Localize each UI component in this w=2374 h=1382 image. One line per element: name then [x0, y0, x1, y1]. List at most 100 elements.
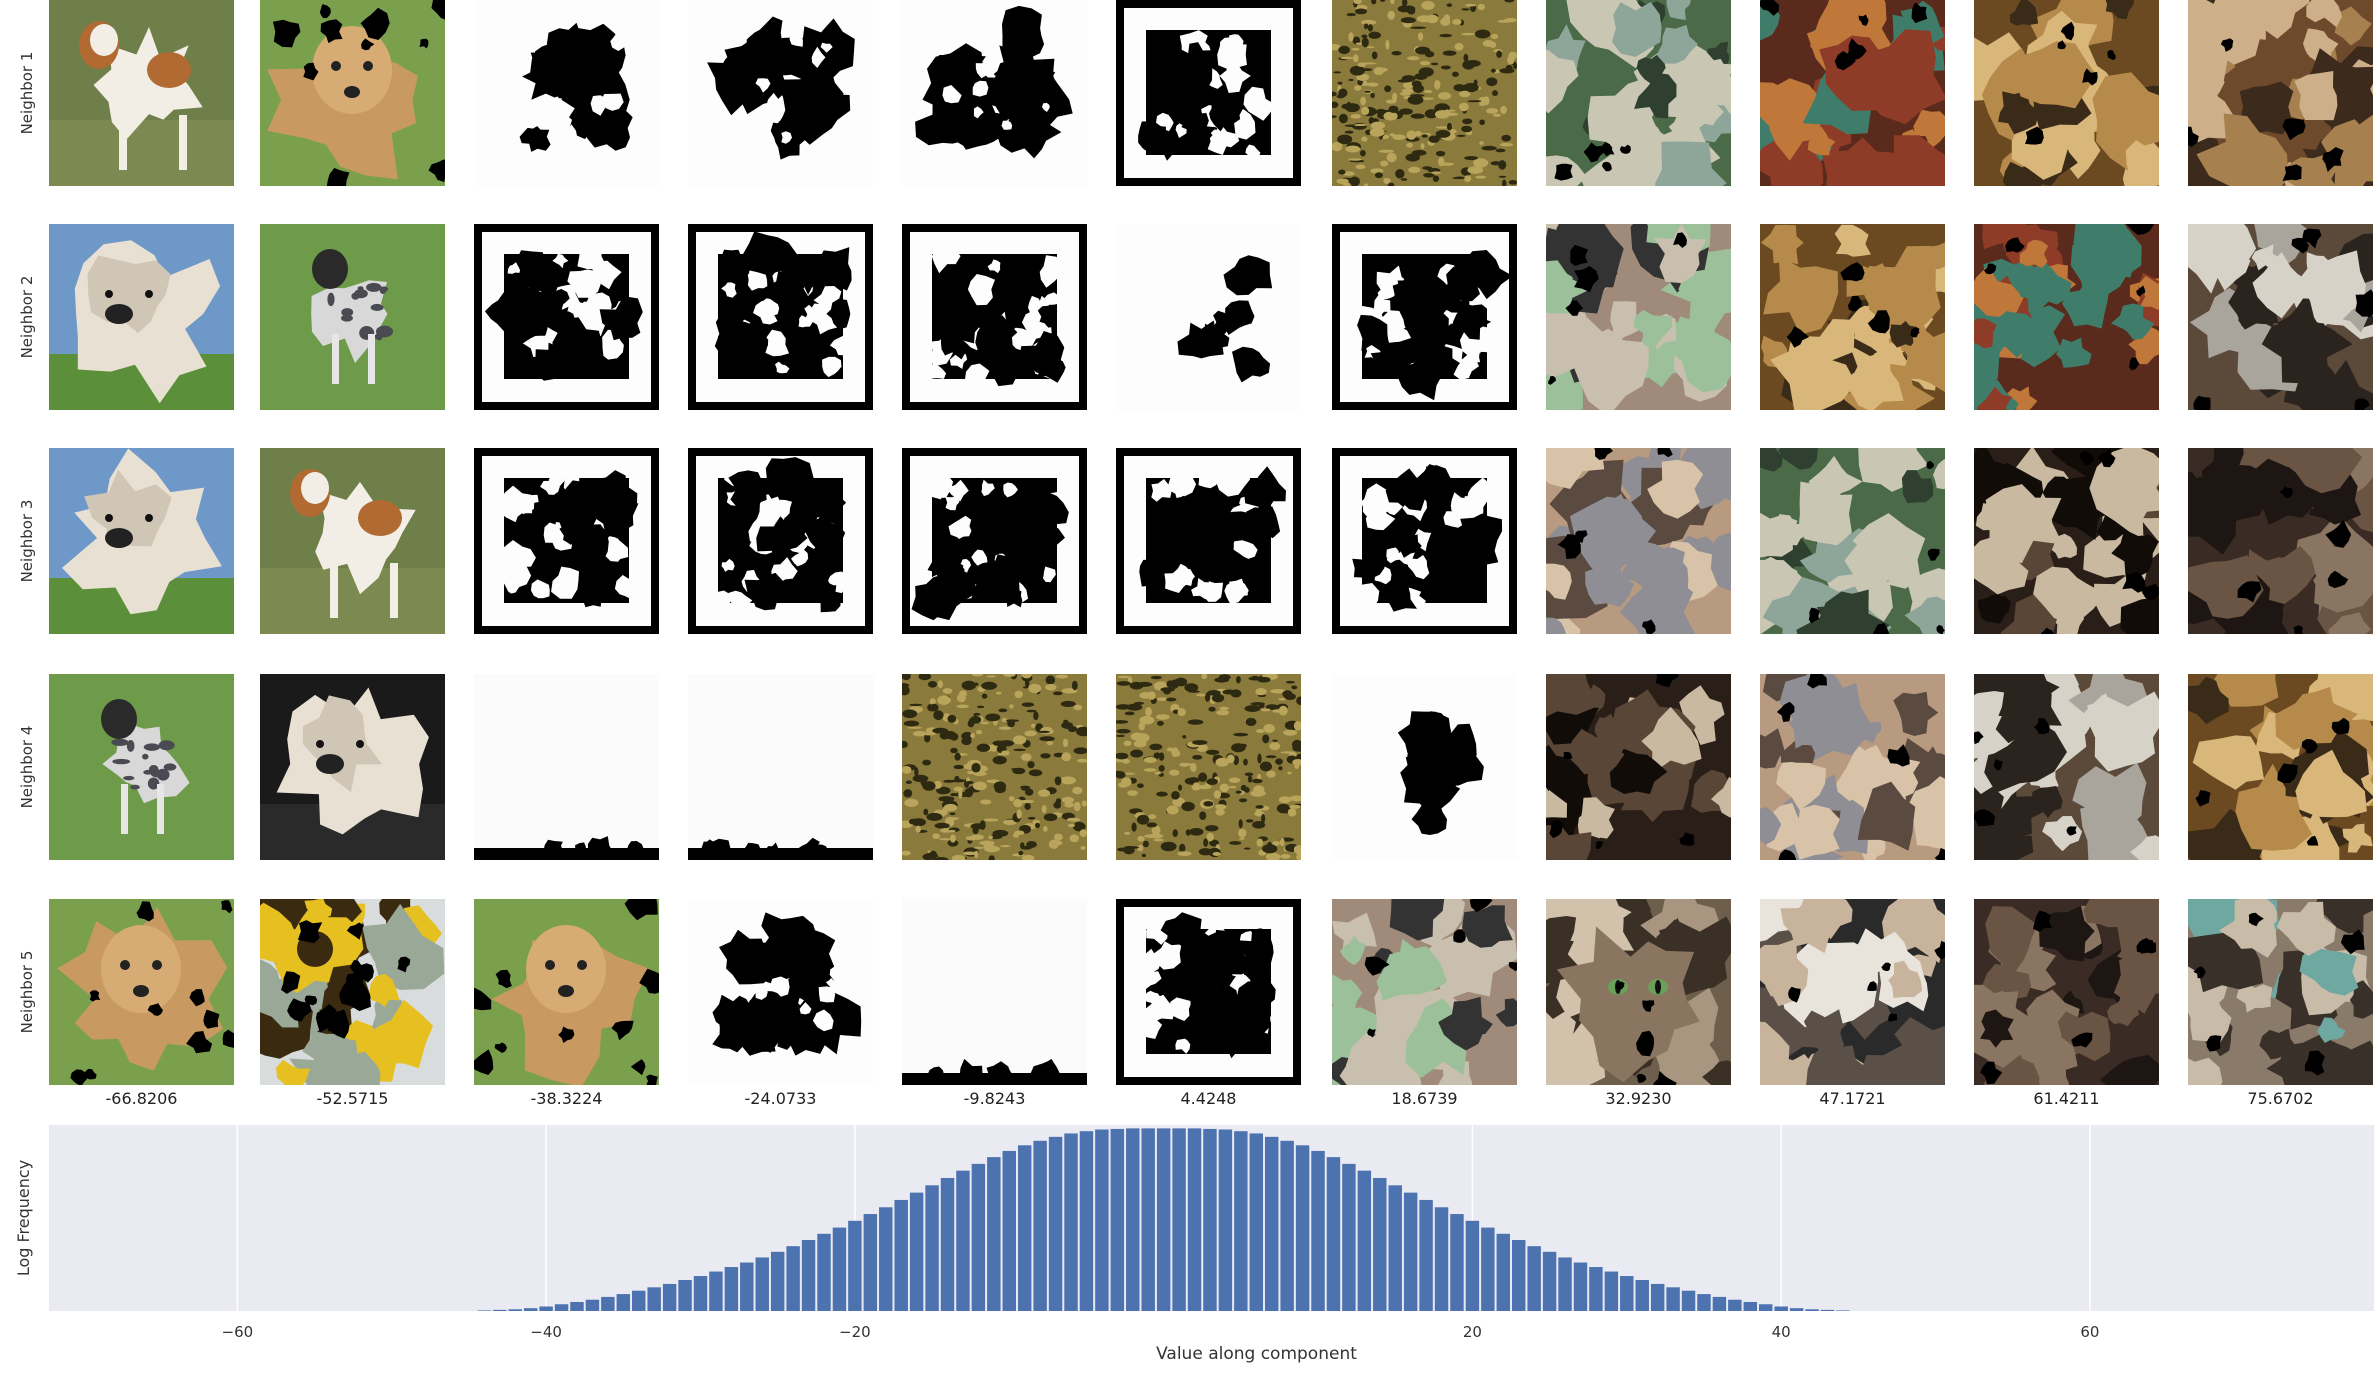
neighbor-image-photo-man-grey [1546, 448, 1731, 634]
histogram-bar [1512, 1239, 1526, 1311]
histogram-bar [1743, 1301, 1758, 1311]
histogram-bar [1635, 1280, 1649, 1311]
neighbor-image-mask-frame [1116, 899, 1301, 1085]
column-value-label: -38.3224 [530, 1089, 603, 1108]
x-tick-label: −40 [530, 1323, 562, 1341]
neighbor-image-texture-olive [1116, 674, 1301, 860]
histogram-bar [1079, 1131, 1094, 1311]
neighbor-image-mask-blob [688, 0, 873, 186]
neighbor-image-texture-olive [1332, 0, 1517, 186]
histogram-bar [1481, 1227, 1495, 1311]
neighbor-image-mask-frame [1332, 224, 1517, 410]
histogram-bar [909, 1192, 924, 1311]
neighbor-image-photo-dark-room [1974, 448, 2159, 634]
neighbor-image-mask-frame [902, 448, 1087, 634]
histogram-bar [894, 1199, 908, 1311]
histogram-bar [1589, 1267, 1603, 1311]
histogram-bar [1558, 1257, 1572, 1311]
histogram-bar [554, 1304, 569, 1311]
histogram-bar [1805, 1309, 1819, 1311]
histogram-bar [1342, 1163, 1356, 1311]
neighbor-image-mask-frame [688, 224, 873, 410]
histogram-bar [1650, 1283, 1665, 1311]
neighbor-image-mask-frame [1116, 0, 1301, 186]
histogram-bar [523, 1308, 538, 1311]
neighbor-image-mask-white [902, 899, 1087, 1085]
histogram-bar [1620, 1276, 1634, 1311]
neighbor-image-photo-dark-room [1546, 674, 1731, 860]
histogram-bar [1326, 1157, 1341, 1311]
histogram-bar [1527, 1246, 1541, 1311]
neighbor-image-dog-spaniel [49, 0, 234, 186]
neighbor-image-mask-sparse [1116, 224, 1301, 410]
histogram-bar [1373, 1177, 1387, 1311]
neighbor-image-dog-golden-masked [474, 899, 659, 1085]
histogram-bar [940, 1177, 955, 1311]
neighbor-image-mask-frame [902, 224, 1087, 410]
neighbor-image-texture-olive [902, 674, 1087, 860]
column-value-label: 75.6702 [2247, 1089, 2314, 1108]
x-tick-label: −20 [839, 1323, 871, 1341]
histogram-bar [848, 1220, 862, 1311]
histogram-bar [1836, 1310, 1850, 1311]
histogram-bar [1218, 1129, 1233, 1311]
neighbor-image-dog-spaniel [260, 448, 445, 634]
histogram-bar [693, 1276, 708, 1311]
column-value-label: 18.6739 [1391, 1089, 1458, 1108]
neighbor-image-mask-white [688, 674, 873, 860]
histogram-bar [1604, 1271, 1619, 1311]
histogram-bar [1156, 1128, 1171, 1311]
histogram-bar [724, 1267, 739, 1311]
histogram-bar [1697, 1294, 1711, 1311]
histogram-bar [1728, 1299, 1742, 1311]
histogram-bar [1496, 1233, 1511, 1311]
histogram-bar [539, 1306, 553, 1311]
histogram-bar [1759, 1304, 1773, 1311]
neighbor-image-mask-blob [902, 0, 1087, 186]
histogram-bar [1033, 1140, 1047, 1311]
histogram-bar [647, 1287, 661, 1311]
histogram-bar [1789, 1308, 1804, 1311]
neighbor-image-mask-frame [688, 448, 873, 634]
neighbor-image-photo-man-portrait [1760, 899, 1945, 1085]
neighbor-image-photo-workshop [1974, 674, 2159, 860]
neighbor-image-mask-blob [688, 899, 873, 1085]
x-axis-label: Value along component [1156, 1344, 1357, 1364]
column-value-label: -66.8206 [105, 1089, 178, 1108]
neighbor-image-mask-frame [474, 448, 659, 634]
x-tick-label: 60 [2080, 1323, 2099, 1341]
histogram-bar [709, 1271, 723, 1311]
neighbor-image-mask-blob-small [1332, 674, 1517, 860]
histogram-bar [832, 1227, 847, 1311]
histogram-bar [1403, 1192, 1418, 1311]
column-value-label: -52.5715 [316, 1089, 389, 1108]
column-value-label: 4.4248 [1180, 1089, 1237, 1108]
histogram-bar [879, 1207, 893, 1311]
neighbor-image-dog-shaggy-dark [260, 674, 445, 860]
neighbor-image-dog-merle [49, 674, 234, 860]
histogram-bar [493, 1309, 507, 1311]
neighbor-image-photo-workshop [2188, 224, 2373, 410]
histogram-bar [1666, 1287, 1680, 1311]
histogram-bar [1820, 1309, 1835, 1311]
neighbor-image-photo-market [1760, 0, 1945, 186]
neighbor-image-mask-frame [1332, 448, 1517, 634]
histogram-bar [1388, 1185, 1402, 1311]
histogram-bar [1311, 1150, 1325, 1311]
neighbor-image-photo-jars [1760, 224, 1945, 410]
x-tick-label: 20 [1463, 1323, 1482, 1341]
histogram-bar [740, 1262, 754, 1311]
histogram-bar [1095, 1129, 1109, 1311]
histogram-bar [616, 1294, 631, 1311]
neighbor-image-photo-woman-work [2188, 899, 2373, 1085]
histogram-bar [987, 1157, 1001, 1311]
histogram-bar [1249, 1133, 1263, 1311]
histogram-bar [1172, 1128, 1186, 1311]
neighbor-image-photo-sunflower [260, 899, 445, 1085]
histogram-bar [585, 1299, 600, 1311]
histogram-bar [971, 1163, 986, 1311]
column-value-label: -24.0733 [744, 1089, 817, 1108]
histogram-bar [508, 1309, 522, 1311]
